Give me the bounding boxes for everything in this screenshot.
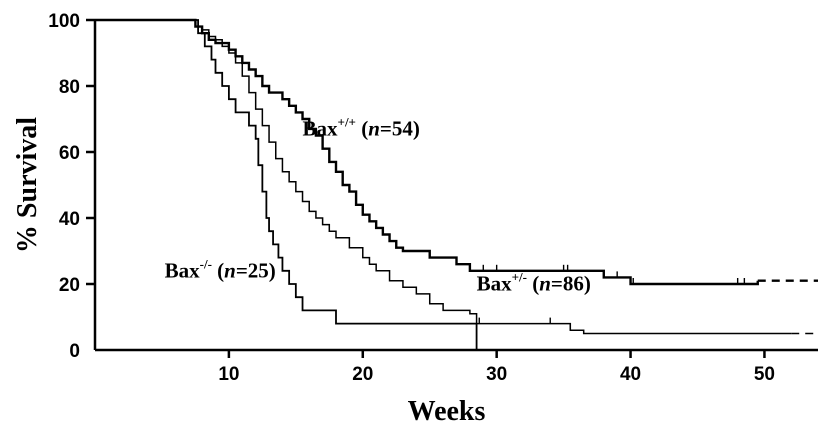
y-tick-label: 60 — [59, 143, 80, 164]
series-2 — [95, 19, 818, 335]
x-tick-label: 10 — [218, 364, 239, 385]
y-tick-label: 40 — [59, 209, 80, 230]
x-tick-label: 20 — [352, 364, 373, 385]
x-tick-label: 50 — [754, 364, 775, 385]
survival-curve — [95, 18, 759, 286]
y-tick-label: 100 — [48, 11, 80, 32]
series-label: Bax-/- (n=25) — [165, 256, 276, 282]
y-axis-title: % Survival — [12, 117, 43, 253]
survival-curve — [95, 19, 484, 351]
series-label: Bax+/- (n=86) — [477, 270, 591, 296]
series-1 — [95, 18, 818, 286]
x-tick-label: 30 — [486, 364, 507, 385]
y-tick-label: 20 — [59, 275, 80, 296]
series-label: Bax+/+ (n=54) — [303, 115, 420, 141]
x-tick-label: 40 — [620, 364, 641, 385]
survival-curve — [95, 19, 792, 335]
tick-labels: 0 20 40 60 80 100 10 20 30 40 50 — [48, 11, 775, 385]
axes — [93, 20, 818, 352]
series-labels: Bax+/+ (n=54) Bax+/- (n=86) Bax-/- (n=25) — [165, 115, 591, 296]
y-tick-label: 80 — [59, 77, 80, 98]
y-tick-label: 0 — [69, 341, 80, 362]
series-group — [95, 18, 818, 351]
series-3 — [95, 19, 484, 351]
x-axis-title: Weeks — [408, 396, 486, 427]
